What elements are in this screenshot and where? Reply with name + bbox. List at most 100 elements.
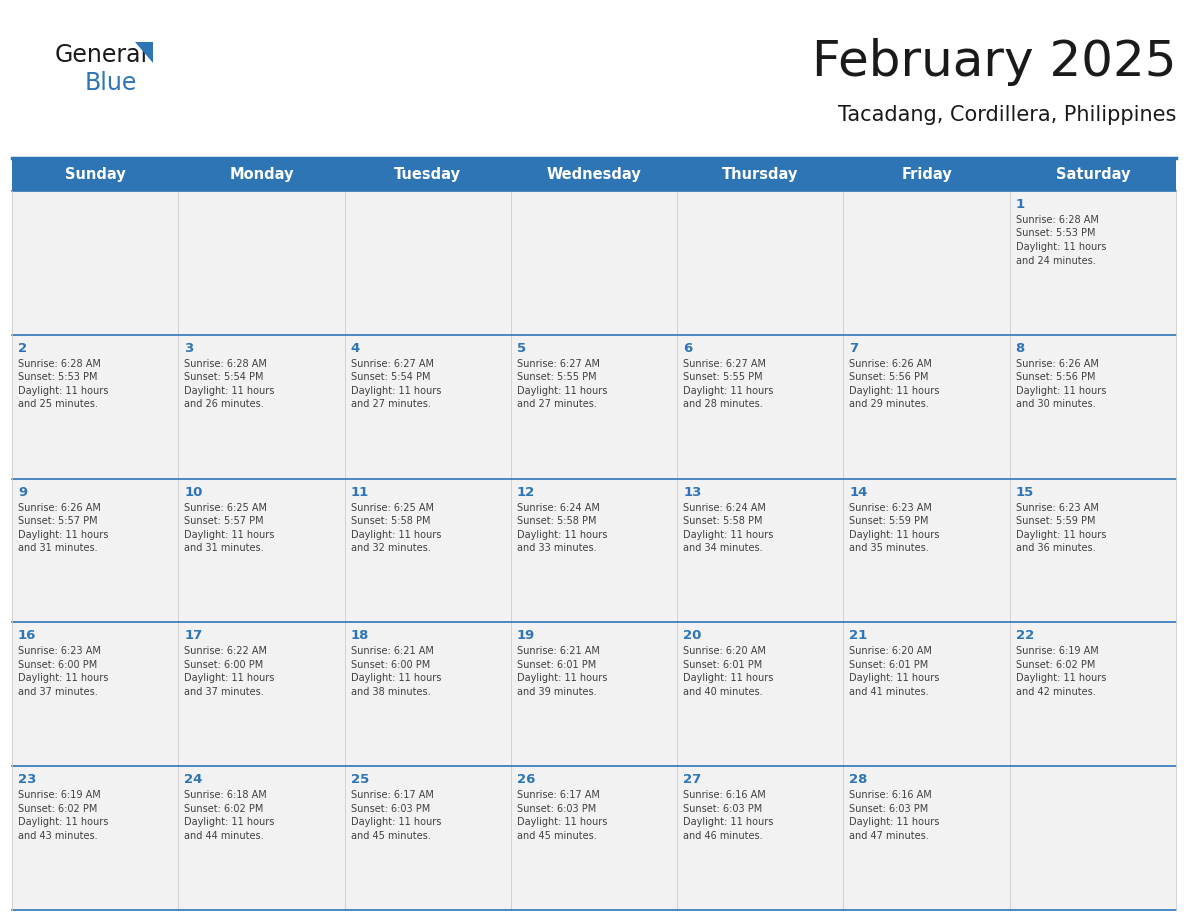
Text: 13: 13 [683,486,702,498]
Text: and 25 minutes.: and 25 minutes. [18,399,97,409]
Text: Daylight: 11 hours: Daylight: 11 hours [350,530,441,540]
Text: Sunset: 6:00 PM: Sunset: 6:00 PM [184,660,264,670]
Text: 23: 23 [18,773,37,786]
Text: Sunrise: 6:21 AM: Sunrise: 6:21 AM [350,646,434,656]
Bar [345,622,511,767]
Text: and 27 minutes.: and 27 minutes. [517,399,596,409]
Text: and 32 minutes.: and 32 minutes. [350,543,430,554]
Text: Sunset: 5:56 PM: Sunset: 5:56 PM [1016,373,1095,382]
Bar [677,478,843,622]
Bar [12,767,178,910]
Bar [345,191,511,335]
Text: Sunrise: 6:19 AM: Sunrise: 6:19 AM [18,790,101,800]
Text: 2: 2 [18,341,27,354]
Text: Daylight: 11 hours: Daylight: 11 hours [683,530,773,540]
Text: 21: 21 [849,630,867,643]
Text: and 45 minutes.: and 45 minutes. [517,831,596,841]
Text: 20: 20 [683,630,702,643]
Text: and 33 minutes.: and 33 minutes. [517,543,596,554]
Text: and 30 minutes.: and 30 minutes. [1016,399,1095,409]
Text: 25: 25 [350,773,368,786]
Text: Sunset: 5:57 PM: Sunset: 5:57 PM [184,516,264,526]
Bar [345,335,511,478]
Text: 11: 11 [350,486,368,498]
Text: Sunset: 5:56 PM: Sunset: 5:56 PM [849,373,929,382]
Text: Sunrise: 6:20 AM: Sunrise: 6:20 AM [683,646,766,656]
Text: Sunrise: 6:21 AM: Sunrise: 6:21 AM [517,646,600,656]
Text: 27: 27 [683,773,701,786]
Bar [511,767,677,910]
Bar [511,478,677,622]
Bar [677,622,843,767]
Text: and 26 minutes.: and 26 minutes. [184,399,264,409]
Text: 5: 5 [517,341,526,354]
Text: Sunset: 6:01 PM: Sunset: 6:01 PM [683,660,763,670]
Text: Wednesday: Wednesday [546,167,642,183]
Text: Daylight: 11 hours: Daylight: 11 hours [184,386,274,396]
Bar [843,767,1010,910]
Text: 6: 6 [683,341,693,354]
Text: Sunset: 5:59 PM: Sunset: 5:59 PM [849,516,929,526]
Bar [843,191,1010,335]
Text: 8: 8 [1016,341,1025,354]
Bar [677,335,843,478]
Bar [178,335,345,478]
Text: Sunrise: 6:24 AM: Sunrise: 6:24 AM [517,502,600,512]
Bar [677,191,843,335]
Bar [511,335,677,478]
Text: Daylight: 11 hours: Daylight: 11 hours [350,386,441,396]
Text: Sunrise: 6:26 AM: Sunrise: 6:26 AM [849,359,933,369]
Text: Daylight: 11 hours: Daylight: 11 hours [849,817,940,827]
Text: Sunrise: 6:28 AM: Sunrise: 6:28 AM [1016,215,1099,225]
Text: Monday: Monday [229,167,293,183]
Text: Blue: Blue [86,71,138,95]
Text: 4: 4 [350,341,360,354]
Text: Daylight: 11 hours: Daylight: 11 hours [683,817,773,827]
Text: Tuesday: Tuesday [394,167,461,183]
Text: 9: 9 [18,486,27,498]
Text: and 47 minutes.: and 47 minutes. [849,831,929,841]
Text: Daylight: 11 hours: Daylight: 11 hours [683,674,773,683]
Text: Daylight: 11 hours: Daylight: 11 hours [18,674,108,683]
Text: Daylight: 11 hours: Daylight: 11 hours [517,817,607,827]
Bar [178,767,345,910]
Text: and 40 minutes.: and 40 minutes. [683,687,763,697]
Bar [178,191,345,335]
Text: Daylight: 11 hours: Daylight: 11 hours [1016,530,1106,540]
Text: Sunset: 6:03 PM: Sunset: 6:03 PM [517,803,596,813]
Text: and 36 minutes.: and 36 minutes. [1016,543,1095,554]
Text: 19: 19 [517,630,535,643]
Text: General: General [55,43,148,67]
Text: and 37 minutes.: and 37 minutes. [18,687,97,697]
Text: Daylight: 11 hours: Daylight: 11 hours [849,530,940,540]
Text: Daylight: 11 hours: Daylight: 11 hours [683,386,773,396]
Text: Sunrise: 6:23 AM: Sunrise: 6:23 AM [1016,502,1099,512]
Text: Sunrise: 6:25 AM: Sunrise: 6:25 AM [350,502,434,512]
Text: Daylight: 11 hours: Daylight: 11 hours [1016,386,1106,396]
Text: 12: 12 [517,486,535,498]
Text: Sunrise: 6:28 AM: Sunrise: 6:28 AM [184,359,267,369]
Text: Sunrise: 6:20 AM: Sunrise: 6:20 AM [849,646,933,656]
Text: Sunrise: 6:27 AM: Sunrise: 6:27 AM [350,359,434,369]
Text: and 39 minutes.: and 39 minutes. [517,687,596,697]
Text: 17: 17 [184,630,202,643]
Text: Sunrise: 6:16 AM: Sunrise: 6:16 AM [683,790,766,800]
Text: and 29 minutes.: and 29 minutes. [849,399,929,409]
Text: Sunset: 5:53 PM: Sunset: 5:53 PM [1016,229,1095,239]
Bar [843,478,1010,622]
Text: Sunset: 6:00 PM: Sunset: 6:00 PM [18,660,97,670]
Text: Sunset: 5:53 PM: Sunset: 5:53 PM [18,373,97,382]
Text: Sunset: 6:02 PM: Sunset: 6:02 PM [1016,660,1095,670]
Text: and 38 minutes.: and 38 minutes. [350,687,430,697]
Text: 22: 22 [1016,630,1034,643]
Text: and 37 minutes.: and 37 minutes. [184,687,264,697]
Text: Daylight: 11 hours: Daylight: 11 hours [517,530,607,540]
Text: Daylight: 11 hours: Daylight: 11 hours [1016,674,1106,683]
Text: Sunset: 6:03 PM: Sunset: 6:03 PM [849,803,929,813]
Text: Sunset: 5:55 PM: Sunset: 5:55 PM [683,373,763,382]
Text: 15: 15 [1016,486,1034,498]
Text: 28: 28 [849,773,867,786]
Text: Daylight: 11 hours: Daylight: 11 hours [184,674,274,683]
Bar [1010,622,1176,767]
Bar [178,622,345,767]
